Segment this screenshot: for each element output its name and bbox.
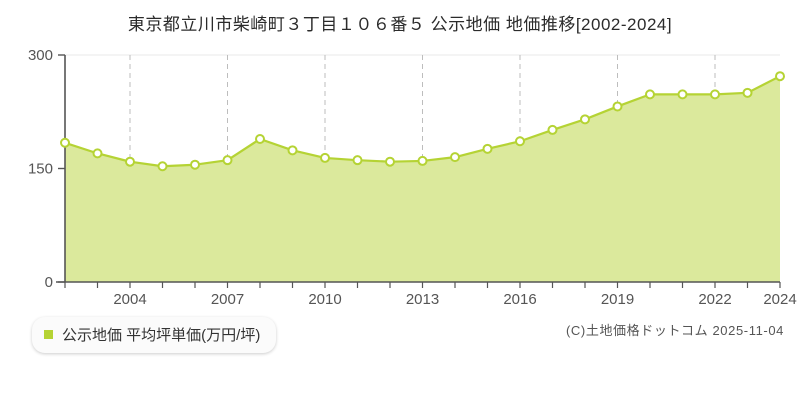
- data-markers: [60, 71, 785, 172]
- data-point-marker: [320, 152, 330, 163]
- data-point-marker: [580, 114, 590, 125]
- x-tick-label: 2013: [406, 291, 439, 308]
- data-point-marker: [287, 145, 298, 156]
- legend-swatch-icon: [44, 330, 53, 339]
- axes: [56, 54, 781, 288]
- data-point-marker: [710, 89, 720, 100]
- series-area: [65, 76, 780, 282]
- x-tick-label: 2010: [308, 291, 341, 308]
- data-point-marker: [190, 159, 200, 170]
- x-tick-label: 2022: [698, 291, 731, 308]
- data-point-marker: [255, 133, 265, 144]
- x-axis-tick-labels: 2004 2007 2010 2013 2016 2019 2022 2024: [113, 291, 796, 308]
- y-tick-label: 150: [28, 161, 53, 178]
- data-point-marker: [60, 137, 70, 148]
- data-point-marker: [417, 155, 428, 166]
- data-point-marker: [352, 155, 363, 166]
- data-point-marker: [515, 136, 525, 147]
- y-tick-label: 300: [28, 47, 53, 64]
- x-tick-label: 2024: [763, 291, 796, 308]
- x-tick-label: 2016: [503, 291, 536, 308]
- chart-legend: 公示地価 平均坪単価(万円/坪): [32, 317, 277, 353]
- data-point-marker: [125, 156, 135, 167]
- y-tick-label: 0: [45, 274, 53, 291]
- data-point-marker: [450, 152, 460, 163]
- data-point-marker: [385, 156, 395, 167]
- x-tick-label: 2019: [601, 291, 634, 308]
- copyright-credit: (C)土地価格ドットコム 2025-11-04: [566, 323, 784, 338]
- y-axis-tick-labels: 0 150 300: [28, 47, 53, 291]
- x-tick-label: 2004: [113, 291, 146, 308]
- chart-title: 東京都立川市柴崎町３丁目１０６番５ 公示地価 地価推移[2002-2024]: [127, 15, 673, 34]
- data-point-marker: [612, 101, 623, 112]
- legend-label: 公示地価 平均坪単価(万円/坪): [62, 327, 261, 344]
- data-point-marker: [742, 87, 753, 98]
- area-fill: [65, 76, 780, 282]
- x-tick-label: 2007: [211, 291, 244, 308]
- data-point-marker: [157, 161, 168, 172]
- data-point-marker: [222, 155, 233, 166]
- data-point-marker: [92, 148, 103, 159]
- data-point-marker: [547, 124, 558, 135]
- data-point-marker: [775, 71, 785, 82]
- data-point-marker: [645, 89, 655, 100]
- data-point-marker: [482, 143, 493, 154]
- data-point-marker: [677, 89, 688, 100]
